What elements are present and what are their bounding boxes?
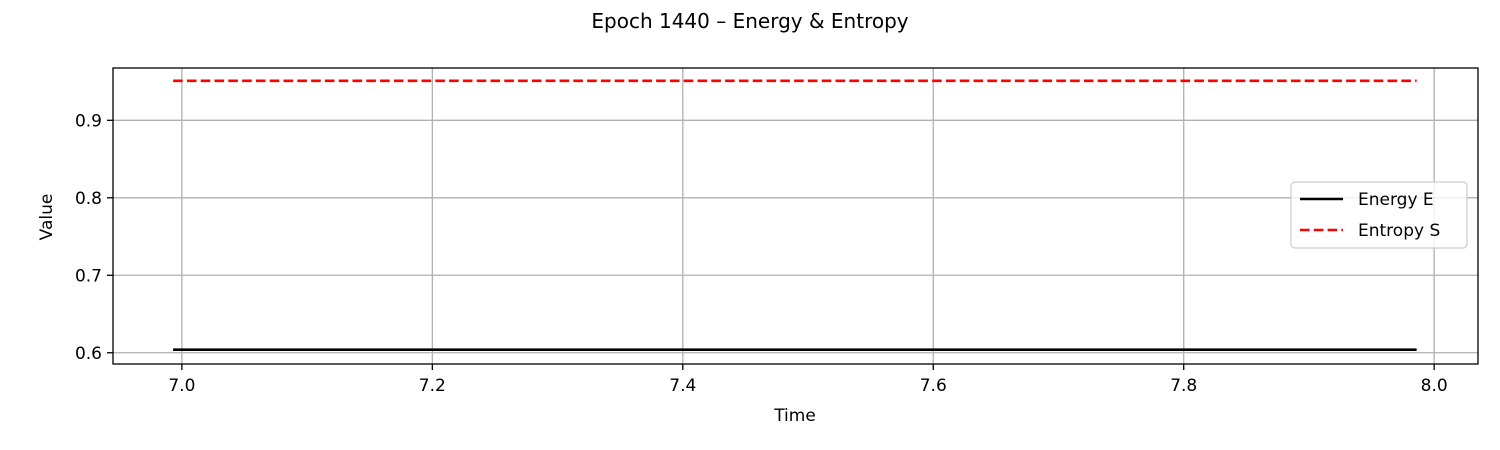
y-axis-label: Value (37, 194, 57, 241)
x-axis-label: Time (773, 406, 816, 426)
chart-title: Epoch 1440 – Energy & Entropy (591, 9, 908, 33)
x-tick-label: 7.8 (1170, 376, 1197, 396)
ticks: 7.0 7.2 7.4 7.6 7.8 8.0 0.6 0.7 0.8 0.9 (75, 111, 1448, 396)
x-tick-label: 7.0 (168, 376, 195, 396)
x-tick-label: 7.2 (419, 376, 446, 396)
x-tick-label: 7.4 (669, 376, 696, 396)
y-tick-label: 0.6 (75, 344, 102, 364)
legend: Energy E Entropy S (1290, 181, 1468, 249)
plot-frame (112, 67, 1479, 365)
legend-label-1: Energy E (1358, 190, 1434, 210)
x-tick-label: 8.0 (1421, 376, 1448, 396)
y-tick-label: 0.9 (75, 111, 102, 131)
series-lines (173, 79, 1417, 351)
y-tick-label: 0.8 (75, 189, 102, 209)
y-tick-label: 0.7 (75, 266, 102, 286)
legend-label-2: Entropy S (1358, 221, 1440, 241)
grid (113, 68, 1478, 364)
x-tick-label: 7.6 (920, 376, 947, 396)
